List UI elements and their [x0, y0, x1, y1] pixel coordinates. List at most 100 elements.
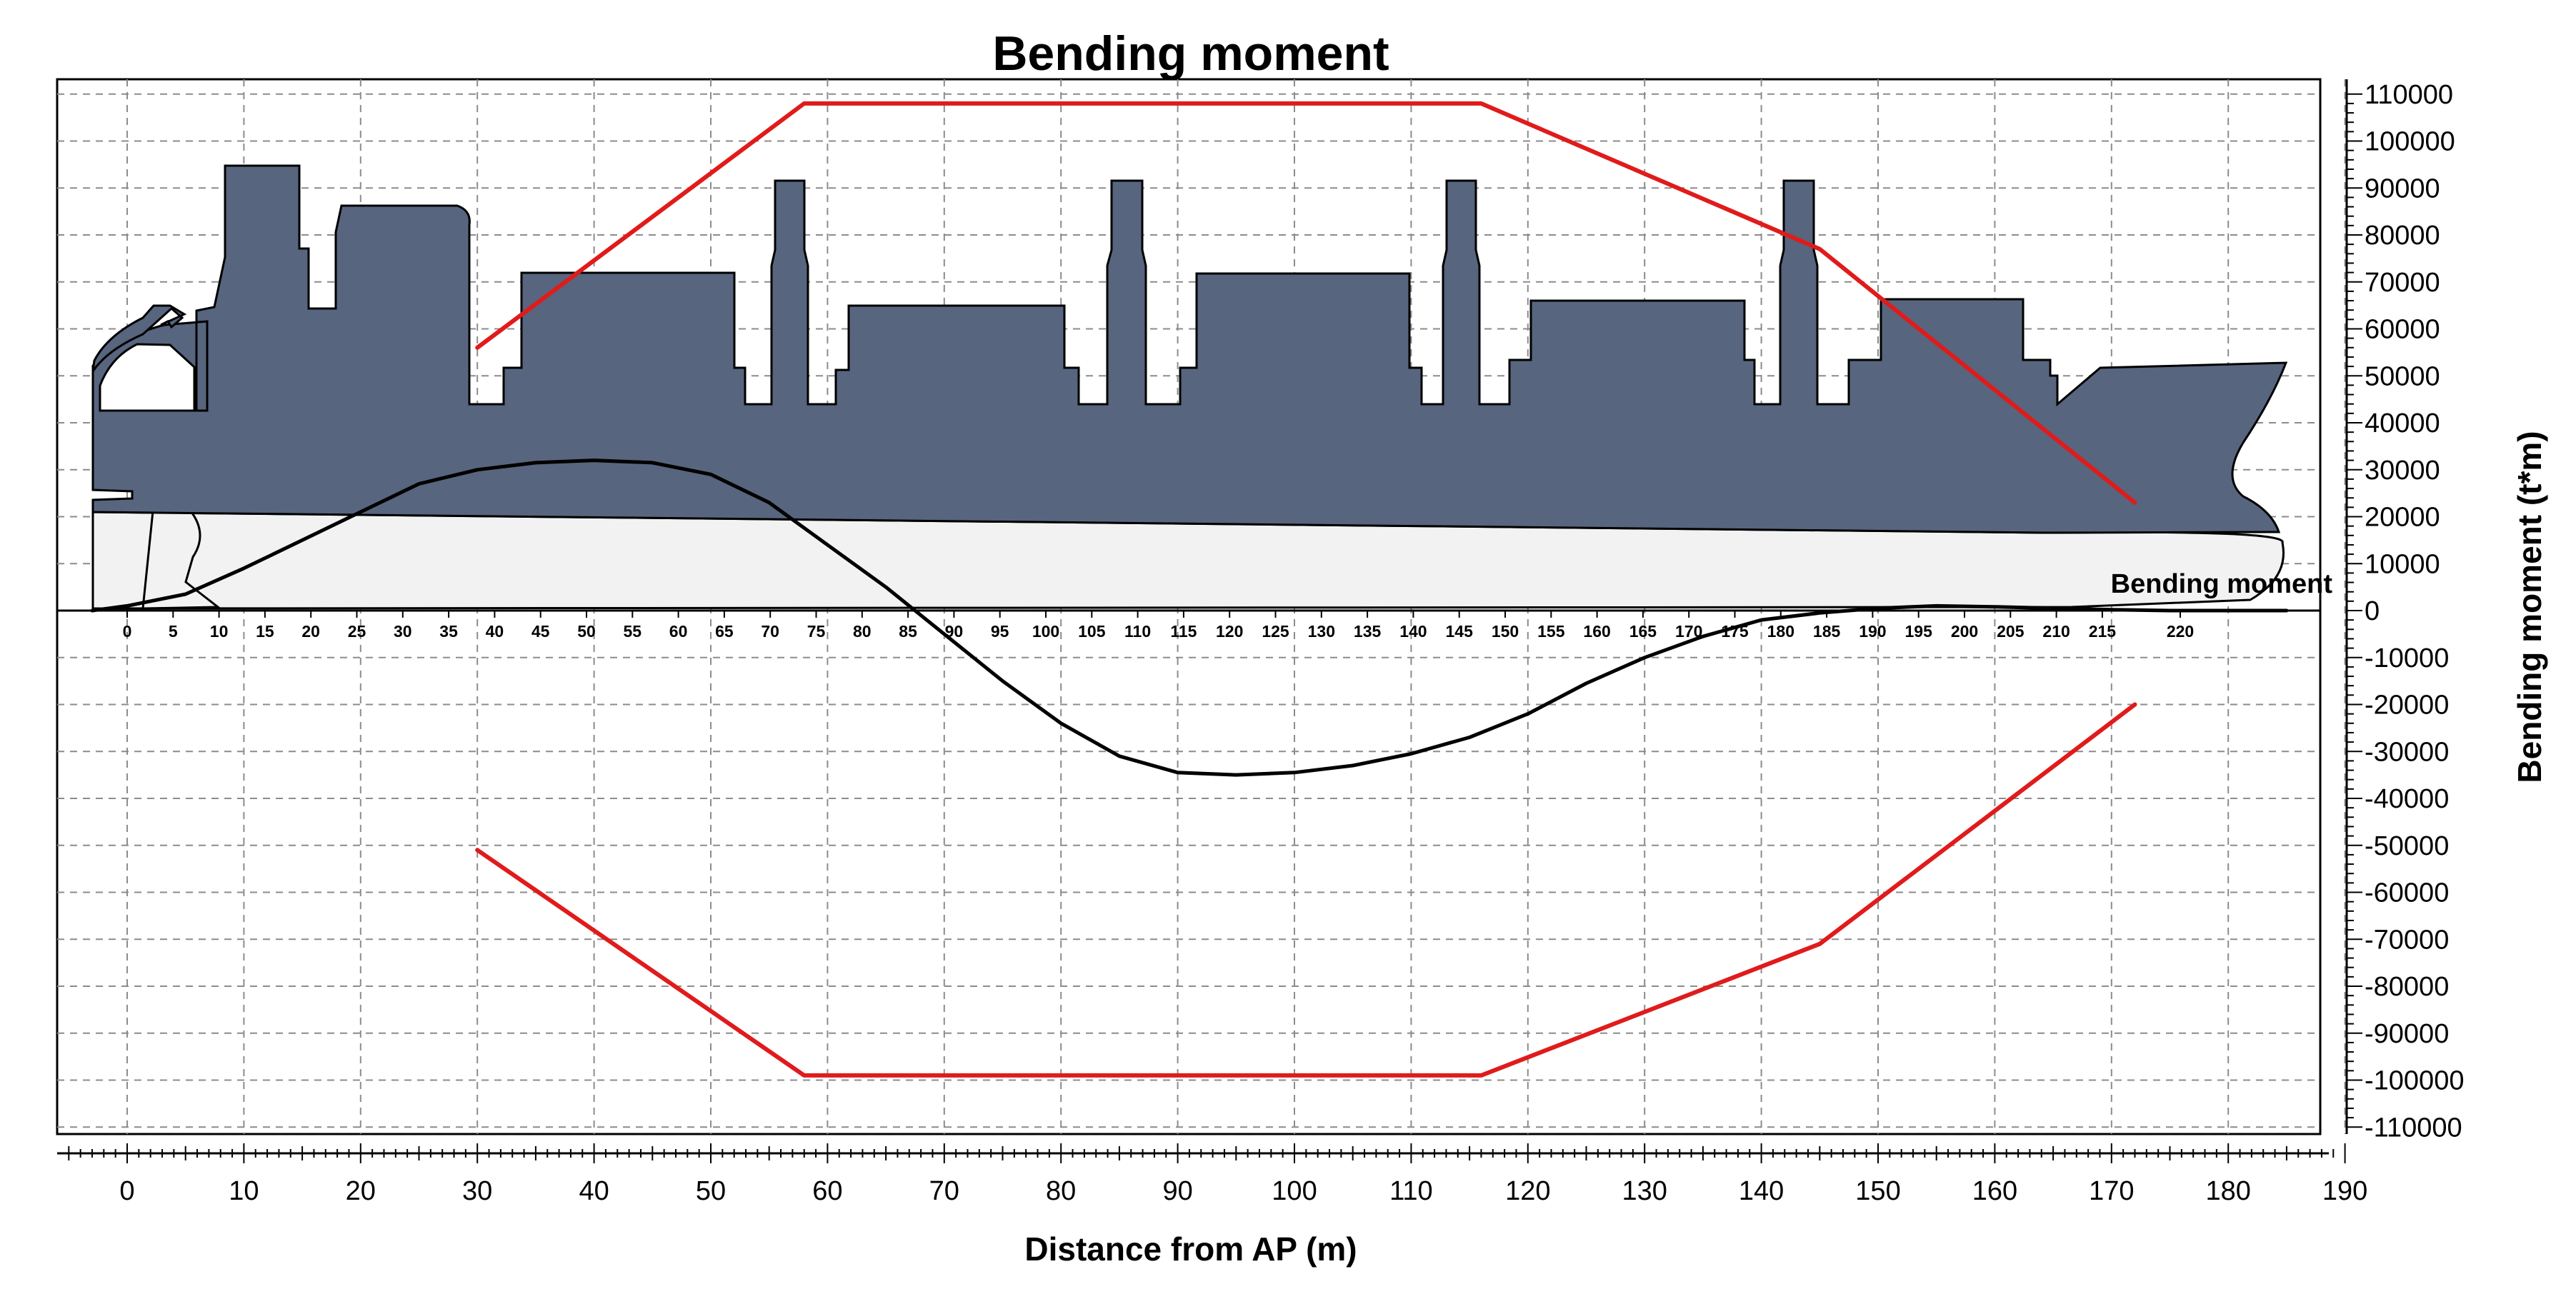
- series-line-upper-limit: [475, 101, 2137, 505]
- frame-tick-label: 15: [256, 622, 274, 641]
- upper-hull: [91, 164, 2288, 534]
- y-tick-label: -70000: [2365, 925, 2449, 955]
- frame-tick-label: 60: [669, 622, 688, 641]
- y-axis: 1100001000009000080000700006000050000400…: [2347, 80, 2464, 1143]
- x-tick-label: 90: [1162, 1176, 1192, 1206]
- frame-tick-label: 145: [1446, 622, 1474, 641]
- frame-tick-label: 180: [1767, 622, 1794, 641]
- y-tick-label: -50000: [2365, 831, 2449, 861]
- x-tick-label: 10: [229, 1176, 259, 1206]
- x-tick-label: 120: [1505, 1176, 1550, 1206]
- frame-tick-label: 215: [2089, 622, 2117, 641]
- x-tick-label: 180: [2205, 1176, 2250, 1206]
- x-tick-label: 100: [1272, 1176, 1317, 1206]
- frame-tick-label: 45: [531, 622, 550, 641]
- series-line-lower-limit: [475, 702, 2137, 1078]
- series-label-bending-moment: Bending moment: [2111, 569, 2333, 599]
- x-axis: 0 10 20 30 40 50 60 70 80 90 100 110 120 130 140 150 160…: [68, 1143, 2367, 1206]
- y-tick-label: 90000: [2365, 174, 2440, 204]
- x-tick-label: 60: [812, 1176, 842, 1206]
- x-tick-label: 20: [346, 1176, 376, 1206]
- y-tick-label: 10000: [2365, 549, 2440, 579]
- y-tick-label: -110000: [2365, 1113, 2462, 1143]
- frame-tick-label: 200: [1951, 622, 1978, 641]
- y-tick-label: -80000: [2365, 972, 2449, 1002]
- frame-tick-label: 120: [1216, 622, 1243, 641]
- frame-tick-label: 25: [348, 622, 366, 641]
- frame-tick-label: 135: [1354, 622, 1382, 641]
- series-line-bending-moment: [90, 458, 2289, 777]
- frame-tick-label: 35: [439, 622, 458, 641]
- frame-tick-label: 185: [1813, 622, 1841, 641]
- frame-tick-label: 80: [853, 622, 872, 641]
- y-tick-label: 80000: [2365, 221, 2440, 251]
- frame-tick-label: 85: [899, 622, 917, 641]
- x-tick-label: 80: [1046, 1176, 1076, 1206]
- y-tick-label: -90000: [2365, 1019, 2449, 1049]
- ship-profile: [91, 164, 2288, 610]
- stern-mast: [91, 304, 187, 372]
- frame-tick-label: 65: [715, 622, 734, 641]
- x-tick-label: 110: [1389, 1176, 1433, 1206]
- frame-tick-label: 220: [2167, 622, 2194, 641]
- stern-cutout: [99, 343, 196, 412]
- frame-tick-label: 10: [210, 622, 229, 641]
- x-tick-label: 170: [2089, 1176, 2134, 1206]
- y-tick-label: -40000: [2365, 784, 2449, 814]
- frame-tick-label: 100: [1032, 622, 1059, 641]
- y-tick-label: 30000: [2365, 456, 2440, 486]
- x-tick-label: 30: [462, 1176, 492, 1206]
- y-tick-label: 20000: [2365, 503, 2440, 533]
- frame-tick-label: 110: [1124, 622, 1151, 641]
- y-tick-label: -10000: [2365, 643, 2449, 673]
- frame-tick-label: 30: [394, 622, 412, 641]
- y-axis-label: Bending moment (t*m): [2511, 431, 2548, 783]
- frame-tick-label: 20: [301, 622, 320, 641]
- frame-tick-label: 205: [1997, 622, 2025, 641]
- frame-tick-label: 140: [1399, 622, 1427, 641]
- x-tick-label: 150: [1855, 1176, 1900, 1206]
- y-tick-label: -60000: [2365, 878, 2449, 908]
- series-layer: [90, 101, 2289, 1078]
- frame-tick-label: 70: [761, 622, 779, 641]
- frame-tick-label: 0: [123, 622, 132, 641]
- y-tick-label: -30000: [2365, 737, 2449, 767]
- y-tick-label: 40000: [2365, 408, 2440, 438]
- x-tick-label: 70: [929, 1176, 959, 1206]
- frame-tick-label: 75: [807, 622, 826, 641]
- y-tick-label: 110000: [2365, 80, 2453, 110]
- frame-tick-label: 95: [991, 622, 1009, 641]
- frame-tick-label: 130: [1308, 622, 1335, 641]
- frame-tick-label: 125: [1262, 622, 1289, 641]
- frame-tick-label: 160: [1583, 622, 1610, 641]
- x-tick-label: 160: [1972, 1176, 2017, 1206]
- frame-tick-label: 155: [1537, 622, 1565, 641]
- frame-tick-label: 55: [624, 622, 642, 641]
- frame-tick-label: 105: [1078, 622, 1106, 641]
- y-tick-label: 60000: [2365, 315, 2440, 345]
- y-tick-label: -100000: [2365, 1066, 2464, 1096]
- frame-tick-label: 50: [577, 622, 596, 641]
- y-tick-label: -20000: [2365, 691, 2449, 721]
- frame-tick-label: 190: [1859, 622, 1886, 641]
- x-tick-label: 130: [1622, 1176, 1667, 1206]
- y-tick-label: 70000: [2365, 268, 2440, 298]
- x-tick-label: 190: [2322, 1176, 2367, 1206]
- x-tick-label: 40: [579, 1176, 609, 1206]
- frame-tick-label: 195: [1905, 622, 1933, 641]
- chart-title: Bending moment: [992, 26, 1389, 81]
- frame-number-scale: 0 5 10 15 20 25 30 35 40 45 50 55 60 65 70 75 80 85 90 95 10…: [123, 611, 2194, 641]
- y-tick-label: 50000: [2365, 361, 2440, 391]
- y-tick-label: 0: [2365, 596, 2380, 626]
- frame-tick-label: 150: [1492, 622, 1519, 641]
- frame-tick-label: 5: [169, 622, 178, 641]
- frame-tick-label: 165: [1629, 622, 1657, 641]
- x-tick-label: 0: [119, 1176, 134, 1206]
- frame-tick-label: 210: [2042, 622, 2070, 641]
- x-tick-label: 50: [696, 1176, 726, 1206]
- x-tick-label: 140: [1739, 1176, 1784, 1206]
- frame-tick-label: 40: [486, 622, 504, 641]
- frame-tick-label: 115: [1170, 622, 1197, 641]
- y-tick-label: 100000: [2365, 127, 2455, 157]
